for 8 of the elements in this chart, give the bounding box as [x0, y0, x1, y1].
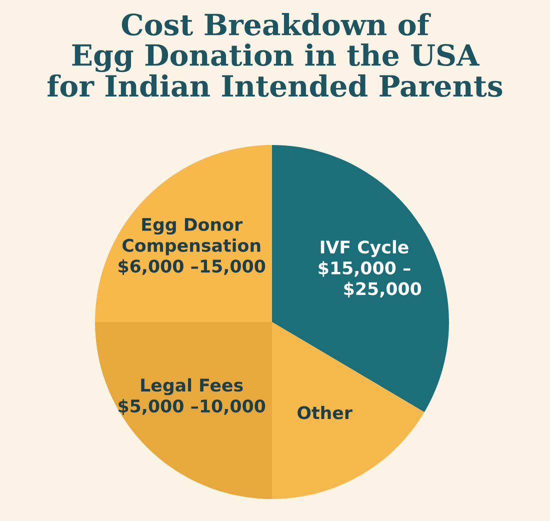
slice-label: Legal Fees $5,000 –10,000: [118, 378, 266, 415]
slice-label: Other: [298, 406, 352, 420]
pie-slice: [95, 145, 272, 322]
chart-title: Cost Breakdown of Egg Donation in the USA for Indian Intended Parents: [48, 13, 502, 97]
slice-label: Egg Donor Compensation $6,000 –15,000: [118, 218, 266, 276]
slice-label: IVF Cycle $15,000 – $25,000: [318, 240, 422, 298]
pie-slice: [95, 322, 272, 499]
pie-slice: [272, 322, 424, 499]
